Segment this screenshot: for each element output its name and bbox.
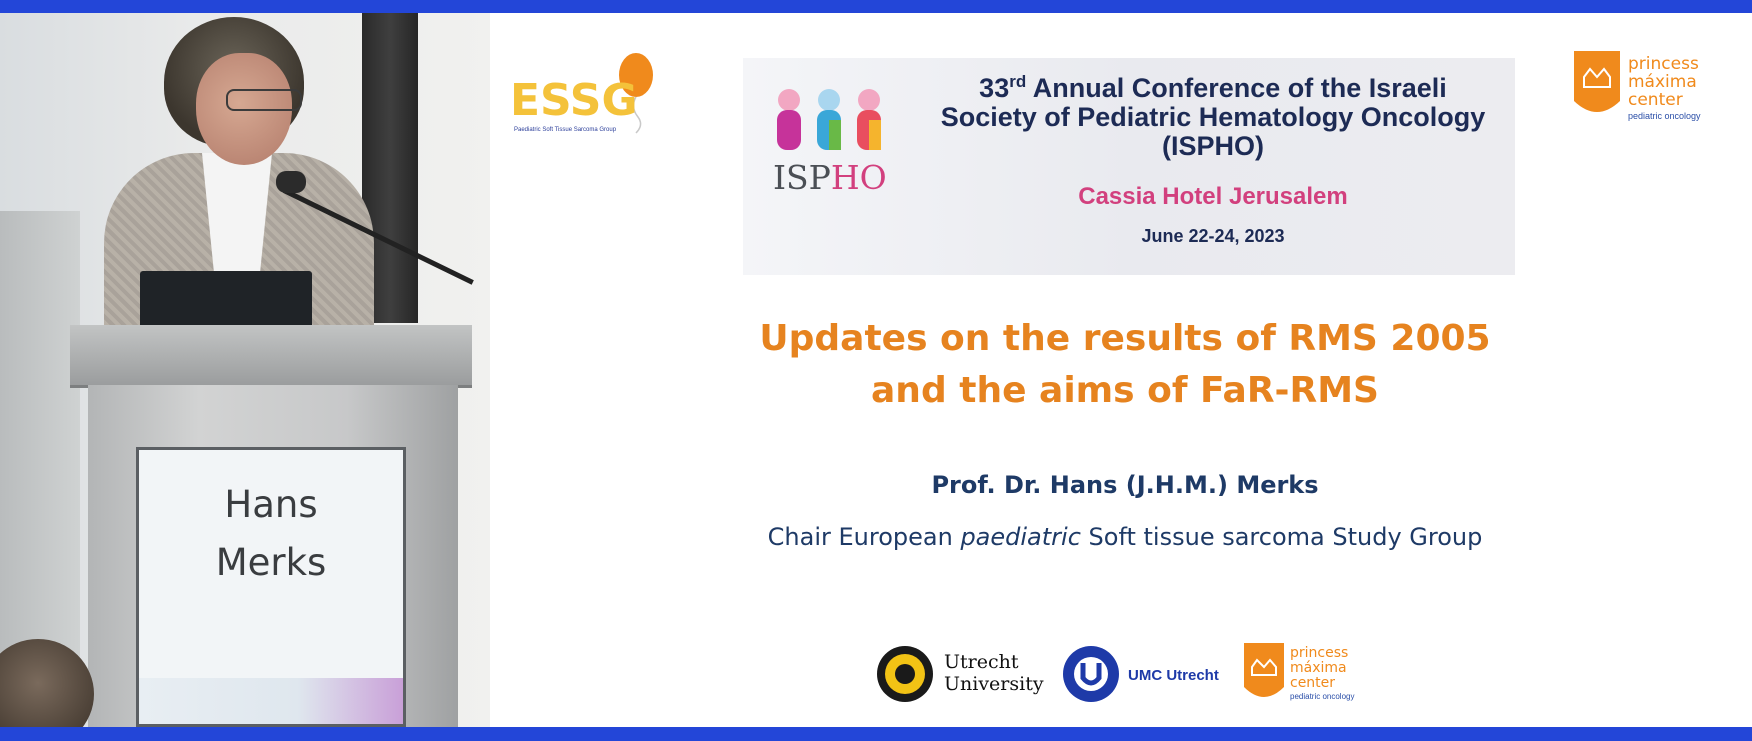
slide-title-line1: Updates on the results of RMS 2005	[759, 318, 1491, 359]
ispho-word-part2: HO	[830, 158, 887, 197]
conference-venue: Cassia Hotel Jerusalem	[1078, 183, 1348, 210]
presenter-affiliation: Chair European paediatric Soft tissue sa…	[650, 523, 1600, 551]
pmc-maxima-text: máxima	[1628, 72, 1697, 92]
crown-shield-icon-small	[1244, 643, 1284, 697]
speaker	[104, 13, 384, 353]
conference-title: 33rd Annual Conference of the Israeli So…	[933, 72, 1493, 161]
pmc-small-line3: center	[1290, 675, 1335, 691]
conference-edition-number: 33	[979, 73, 1010, 103]
essg-logo: ESSG Paediatric Soft Tissue Sarcoma Grou…	[510, 47, 660, 137]
podium-name-line1: Hans	[224, 483, 318, 526]
uu-line2: University	[944, 673, 1044, 695]
essg-tagline: Paediatric Soft Tissue Sarcoma Group	[514, 127, 617, 133]
ispho-figures-icon	[777, 89, 881, 150]
laptop	[140, 271, 312, 331]
ispho-word-part1: ISP	[773, 158, 831, 197]
pmc-small-line1: princess	[1290, 645, 1348, 661]
affiliation-part2: Soft tissue sarcoma Study Group	[1080, 523, 1483, 551]
slide-title-line2: and the aims of FaR-RMS	[871, 370, 1379, 411]
pmc-princess-text: princess	[1628, 54, 1699, 74]
essg-wordmark: ESSG	[510, 75, 638, 126]
princess-maxima-logo-small: princess máxima center pediatric oncolog…	[1242, 641, 1372, 707]
podium-name-screen: Hans Merks	[136, 447, 406, 727]
speaker-camera-feed: Hans Merks	[0, 13, 490, 727]
umc-utrecht-wordmark: UMC Utrecht	[1128, 667, 1219, 684]
institution-logos: Utrecht University UMC Utrecht princess …	[876, 631, 1376, 707]
podium-name-line2: Merks	[215, 541, 327, 584]
microphone-icon	[276, 171, 306, 193]
ispho-wordmark: ISPHO	[773, 158, 887, 197]
affiliation-part1: Chair European	[767, 523, 961, 551]
podium-top	[70, 325, 472, 388]
conference-edition-suffix: rd	[1009, 72, 1027, 91]
utrecht-university-wordmark: Utrecht University	[944, 651, 1044, 695]
crown-shield-icon	[1574, 51, 1620, 112]
princess-maxima-logo: princess máxima center pediatric oncolog…	[1572, 47, 1722, 127]
utrecht-university-seal-icon	[877, 646, 933, 702]
conference-title-text: Annual Conference of the Israeli Society…	[940, 73, 1486, 161]
video-viewport[interactable]: Hans Merks ESSG Paediatric Soft Tissue S…	[0, 13, 1752, 727]
pmc-tagline: pediatric oncology	[1628, 111, 1701, 121]
uu-line1: Utrecht	[944, 651, 1019, 673]
pmc-small-line2: máxima	[1290, 660, 1347, 676]
presentation-slide: ESSG Paediatric Soft Tissue Sarcoma Grou…	[490, 13, 1752, 727]
presenter-name: Prof. Dr. Hans (J.H.M.) Merks	[931, 471, 1319, 499]
affiliation-italic: paediatric	[960, 523, 1081, 551]
essg-balloon-icon: ESSG Paediatric Soft Tissue Sarcoma Grou…	[510, 53, 653, 134]
conference-dates: June 22-24, 2023	[1141, 226, 1285, 246]
podium-screen-logo-strip	[139, 678, 403, 724]
pmc-small-tagline: pediatric oncology	[1290, 692, 1354, 701]
conference-banner: ISPHO 33rd Annual Conference of the Isra…	[743, 58, 1515, 275]
speaker-glasses	[226, 89, 302, 111]
slide-title: Updates on the results of RMS 2005 and t…	[650, 313, 1600, 417]
pmc-center-text: center	[1628, 90, 1683, 110]
umc-utrecht-seal-icon	[1063, 646, 1119, 702]
